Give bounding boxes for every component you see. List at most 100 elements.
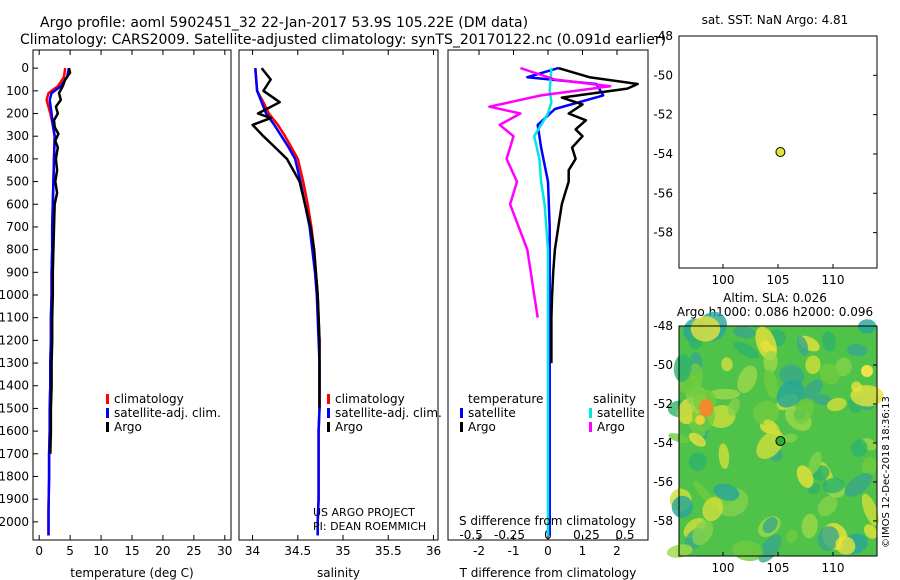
heatmap-blob [727,398,740,416]
map-x-tick-label: 105 [767,273,790,287]
y-tick-label: 800 [6,243,29,257]
map-y-tick-label: -50 [653,68,673,82]
heatmap-blob [808,451,822,475]
x-tick-label: -2 [473,544,485,558]
salinity-panel-frame [238,49,439,541]
map-y-tick-label: -52 [653,108,673,122]
x-tick-label: 0 [544,544,552,558]
heatmap-blob [826,397,847,412]
argo-position-marker [775,436,786,446]
heatmap-blob [690,316,721,342]
map-x-tick-label: 100 [712,561,735,575]
x-tick-label: 34 [245,544,260,558]
heatmap-blob [758,534,782,563]
legend-s-satellite-label: satellite [597,406,645,420]
x-axis-label: salinity [317,566,360,580]
map-y-tick-label: -58 [653,226,673,240]
heatmap-blob [861,456,877,476]
x-tick-label: 0 [35,544,43,558]
map-y-tick-label: -52 [653,397,673,411]
top-x-tick-label: 0.25 [573,528,600,542]
y-tick-label: 100 [6,84,29,98]
heatmap-blob [733,341,759,359]
header-line-1: Argo profile: aoml 5902451_32 22-Jan-201… [40,15,528,31]
heatmap-blob [752,400,780,425]
x-tick-label: 34.5 [284,544,311,558]
legend-climatology-swatch [106,394,109,404]
y-tick-label: 200 [6,107,29,121]
heatmap-blob [666,544,693,558]
heatmap-blob [718,443,730,469]
y-tick-label: 0 [21,61,29,75]
heatmap-blob [821,331,836,352]
heatmap-blob [671,495,693,518]
y-tick-label: 300 [6,129,29,143]
legend-climatology-label: climatology [335,392,405,406]
heatmap-blob [805,355,821,375]
map-x-tick-label: 105 [767,561,790,575]
series-argo-line [251,67,321,409]
x-tick-label: 2 [613,544,621,558]
legend-t-satellite-label: satellite [468,406,516,420]
x-tick-label: 30 [217,544,232,558]
heatmap-blob [835,357,852,377]
sst-map: 100 105 110 -48 -50 -52 -54 -56 -58 [653,29,877,287]
legend-argo-label: Argo [114,420,142,434]
heatmap-blob [763,419,780,436]
x-tick-label: 20 [155,544,170,558]
sst-map-title: sat. SST: NaN Argo: 4.81 [702,13,849,27]
heatmap-blob [850,385,884,407]
legend-satellite-label: satellite-adj. clim. [114,406,221,420]
x-tick-label: 1 [579,544,587,558]
x-tick-label: 10 [93,544,108,558]
heatmap-blob [793,398,814,425]
project-credit-line-1: US ARGO PROJECT [313,506,415,519]
y-tick-label: 700 [6,220,29,234]
heatmap-blob [861,493,879,526]
map-y-tick-label: -56 [653,475,673,489]
s-difference-axis-label: S difference from climatology [459,514,636,528]
heatmap-blob [844,473,873,497]
y-tick-label: 900 [6,265,29,279]
x-tick-label: 15 [124,544,139,558]
legend-argo-swatch [106,422,109,432]
map-y-tick-label: -54 [653,436,673,450]
temperature-plot: 0 5 10 15 20 25 30 temperature (deg C) 0 100 200 30… [0,50,232,580]
x-tick-label: 36 [426,544,441,558]
salinity-legend: climatology satellite-adj. clim. Argo US… [313,392,442,533]
map-y-tick-label: -54 [653,147,673,161]
map-x-tick-label: 110 [822,273,845,287]
y-tick-label: 600 [6,197,29,211]
heatmap-blob [702,497,724,522]
salinity-plot: 34 34.5 35 35.5 36 salinity [245,50,441,580]
heatmap-blob [673,354,692,382]
heatmap-blob [688,432,706,447]
project-credit-line-2: PI: DEAN ROEMMICH [313,520,426,533]
heatmap-blob [762,517,778,534]
y-tick-label: 1700 [0,447,29,461]
top-x-tick-label: 0.5 [615,528,634,542]
x-tick-label: 25 [186,544,201,558]
y-tick-label: 1400 [0,379,29,393]
heatmap-blob [817,526,840,552]
map-x-tick-label: 110 [822,561,845,575]
heatmap-warm-blob [695,415,705,425]
y-tick-label: 1200 [0,333,29,347]
y-tick-label: 1600 [0,424,29,438]
heatmap-blob [819,363,840,385]
y-tick-label: 1900 [0,492,29,506]
series-s-satellite-line [532,68,553,536]
legend-argo-label: Argo [335,420,363,434]
heatmap-blob [846,343,868,357]
heatmap-blob [721,357,733,372]
map-x-tick-label: 100 [712,273,735,287]
heatmap-blob [763,350,778,374]
series-t-satellite-line [526,66,605,536]
difference-legend: temperature salinity satellite Argo sate… [459,392,645,528]
x-tick-label: 35 [335,544,350,558]
y-tick-label: 1000 [0,288,29,302]
heatmap-blob [850,439,868,457]
sla-map-subtitle: Argo h1000: 0.086 h2000: 0.096 [677,305,873,319]
y-tick-label: 1100 [0,311,29,325]
